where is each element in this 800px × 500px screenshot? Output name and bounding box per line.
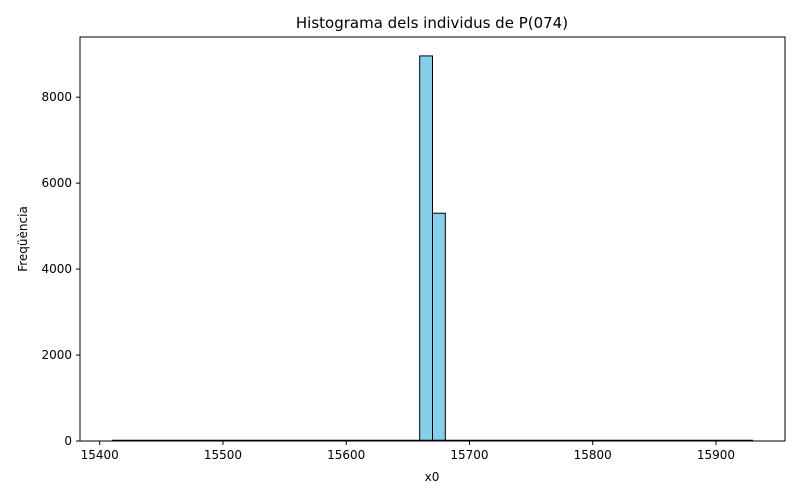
x-tick-label: 15500 bbox=[204, 448, 242, 462]
x-axis-ticks: 15400 15500 15600 15700 15800 15900 bbox=[81, 441, 735, 462]
bars-group bbox=[419, 55, 446, 442]
y-tick-label: 4000 bbox=[41, 262, 72, 276]
x-tick-label: 15700 bbox=[450, 448, 488, 462]
plot-frame bbox=[79, 36, 786, 442]
x-tick-label: 15800 bbox=[574, 448, 612, 462]
y-tick-label: 2000 bbox=[41, 348, 72, 362]
y-tick-label: 0 bbox=[64, 434, 72, 448]
histogram-bar-2 bbox=[432, 212, 446, 442]
y-axis-label: Freqüència bbox=[16, 206, 30, 272]
chart-title: Histograma dels individus de P(074) bbox=[296, 14, 568, 32]
x-tick-label: 15900 bbox=[697, 448, 735, 462]
y-tick-label: 6000 bbox=[41, 176, 72, 190]
x-tick-label: 15600 bbox=[327, 448, 365, 462]
y-tick-label: 8000 bbox=[41, 90, 72, 104]
histogram-bar-1 bbox=[419, 55, 434, 442]
x-axis-label: x0 bbox=[425, 470, 440, 484]
x-tick-label: 15400 bbox=[81, 448, 119, 462]
y-axis-ticks: 0 2000 4000 6000 8000 bbox=[41, 90, 80, 448]
